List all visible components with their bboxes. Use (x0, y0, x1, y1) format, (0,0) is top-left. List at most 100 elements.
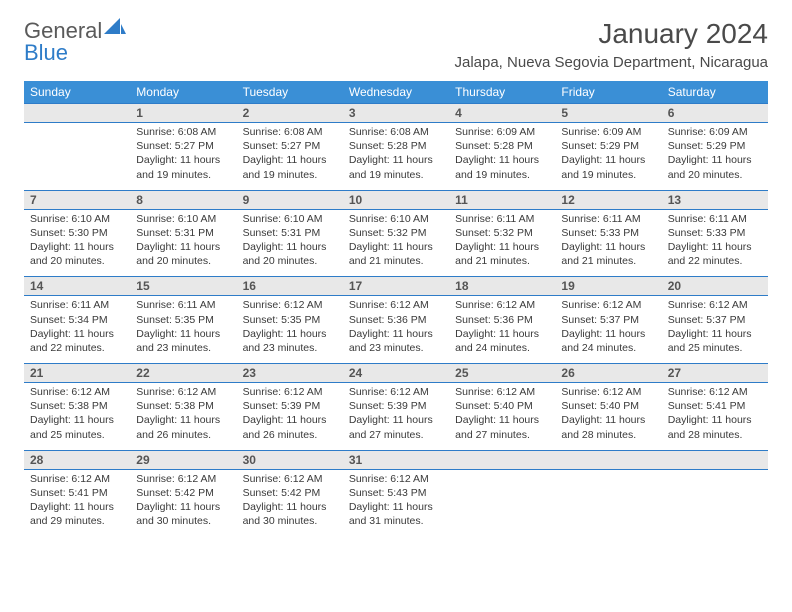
day-info-line: Sunset: 5:38 PM (136, 399, 230, 413)
weekday-header-row: SundayMondayTuesdayWednesdayThursdayFrid… (24, 81, 768, 103)
day-info-line: Daylight: 11 hours (243, 240, 337, 254)
day-info-cell: Sunrise: 6:08 AMSunset: 5:27 PMDaylight:… (237, 123, 343, 190)
day-info-line: Daylight: 11 hours (455, 327, 549, 341)
day-info-cell: Sunrise: 6:12 AMSunset: 5:39 PMDaylight:… (343, 383, 449, 450)
day-info-line: Daylight: 11 hours (668, 327, 762, 341)
day-info-row: Sunrise: 6:12 AMSunset: 5:41 PMDaylight:… (24, 470, 768, 537)
day-info-cell: Sunrise: 6:12 AMSunset: 5:42 PMDaylight:… (237, 470, 343, 537)
day-number-cell: 29 (130, 451, 236, 469)
day-info-line: Sunset: 5:36 PM (349, 313, 443, 327)
day-info-line: Sunset: 5:35 PM (136, 313, 230, 327)
day-info-line: Sunset: 5:39 PM (243, 399, 337, 413)
day-info-line: Daylight: 11 hours (561, 327, 655, 341)
day-info-line: Sunrise: 6:12 AM (561, 298, 655, 312)
day-info-line: Sunrise: 6:11 AM (30, 298, 124, 312)
day-info-cell: Sunrise: 6:12 AMSunset: 5:43 PMDaylight:… (343, 470, 449, 537)
day-info-line: Sunset: 5:29 PM (561, 139, 655, 153)
day-number-cell: 14 (24, 277, 130, 295)
day-info-cell: Sunrise: 6:12 AMSunset: 5:36 PMDaylight:… (343, 296, 449, 363)
weekday-cell: Tuesday (237, 81, 343, 103)
day-info-line: Sunrise: 6:09 AM (561, 125, 655, 139)
day-info-line: Sunrise: 6:12 AM (455, 385, 549, 399)
day-info-cell: Sunrise: 6:11 AMSunset: 5:33 PMDaylight:… (555, 210, 661, 277)
day-info-cell: Sunrise: 6:12 AMSunset: 5:37 PMDaylight:… (555, 296, 661, 363)
title-block: January 2024 Jalapa, Nueva Segovia Depar… (454, 18, 768, 71)
day-info-line: Sunrise: 6:11 AM (136, 298, 230, 312)
day-info-cell: Sunrise: 6:10 AMSunset: 5:31 PMDaylight:… (130, 210, 236, 277)
day-info-line: Sunrise: 6:09 AM (668, 125, 762, 139)
day-number-row: 21222324252627 (24, 363, 768, 383)
day-info-row: Sunrise: 6:12 AM Sunset: 5:38 PM Daylight:… (24, 383, 768, 450)
day-info-line: Daylight: 11 hours (349, 240, 443, 254)
day-number-cell: 4 (449, 104, 555, 122)
day-info-line: Sunset: 5:27 PM (136, 139, 230, 153)
day-number-cell: 20 (662, 277, 768, 295)
day-info-line: and 23 minutes. (349, 341, 443, 355)
day-number-cell: 30 (237, 451, 343, 469)
day-info-line: Sunrise: 6:12 AM (136, 472, 230, 486)
day-info-line: and 25 minutes. (30, 428, 124, 442)
day-info-line: Sunset: 5:37 PM (561, 313, 655, 327)
day-number-cell: 2 (237, 104, 343, 122)
day-number-cell: 27 (662, 364, 768, 382)
day-info-line: and 19 minutes. (136, 168, 230, 182)
day-number-cell: 12 (555, 191, 661, 209)
day-number-cell: 15 (130, 277, 236, 295)
day-number-cell: 31 (343, 451, 449, 469)
day-info-line: Sunset: 5:29 PM (668, 139, 762, 153)
day-info-cell (555, 470, 661, 537)
day-info-line: Sunrise: 6:11 AM (668, 212, 762, 226)
day-info-cell: Sunrise: 6:12 AMSunset: 5:39 PMDaylight:… (237, 383, 343, 450)
day-info-line: Sunset: 5:42 PM (136, 486, 230, 500)
day-info-line: and 19 minutes. (455, 168, 549, 182)
day-info-line: and 31 minutes. (349, 514, 443, 528)
day-info-line: Daylight: 11 hours (455, 240, 549, 254)
day-number-cell: 5 (555, 104, 661, 122)
day-info-line: Daylight: 11 hours (349, 153, 443, 167)
day-info-line: Sunset: 5:28 PM (349, 139, 443, 153)
day-info-cell: Sunrise: 6:10 AMSunset: 5:32 PMDaylight:… (343, 210, 449, 277)
day-info-line: Sunset: 5:40 PM (561, 399, 655, 413)
day-info-line: and 23 minutes. (136, 341, 230, 355)
day-info-line: Daylight: 11 hours (30, 240, 124, 254)
day-info-line: and 29 minutes. (30, 514, 124, 528)
day-info-line: Sunset: 5:39 PM (349, 399, 443, 413)
day-info-line: and 21 minutes. (455, 254, 549, 268)
day-info-cell: Sunrise: 6:12 AMSunset: 5:36 PMDaylight:… (449, 296, 555, 363)
day-info-line: Daylight: 11 hours (668, 413, 762, 427)
day-info-line: Sunrise: 6:11 AM (561, 212, 655, 226)
day-info-line: Sunset: 5:36 PM (455, 313, 549, 327)
day-number-cell: 28 (24, 451, 130, 469)
day-info-line: Daylight: 11 hours (30, 413, 124, 427)
day-number-cell: 6 (662, 104, 768, 122)
day-info-line: Sunrise: 6:12 AM (243, 385, 337, 399)
day-info-line: and 20 minutes. (668, 168, 762, 182)
day-number-cell: 3 (343, 104, 449, 122)
logo-sail-icon (104, 18, 126, 42)
day-number-row: 78910111213 (24, 190, 768, 210)
day-info-line: Sunset: 5:41 PM (30, 486, 124, 500)
day-info-line: and 19 minutes. (561, 168, 655, 182)
logo: General Blue (24, 18, 126, 64)
day-info-cell: Sunrise: 6:09 AMSunset: 5:28 PMDaylight:… (449, 123, 555, 190)
day-info-line: and 20 minutes. (30, 254, 124, 268)
day-info-line: Sunrise: 6:12 AM (243, 298, 337, 312)
day-info-line: and 25 minutes. (668, 341, 762, 355)
calendar-grid: SundayMondayTuesdayWednesdayThursdayFrid… (24, 81, 768, 536)
day-info-line: and 28 minutes. (668, 428, 762, 442)
day-info-line: and 24 minutes. (561, 341, 655, 355)
day-info-line: Sunset: 5:37 PM (668, 313, 762, 327)
day-info-cell: Sunrise: 6:12 AMSunset: 5:35 PMDaylight:… (237, 296, 343, 363)
day-info-line: and 23 minutes. (243, 341, 337, 355)
day-number-row: 28293031 (24, 450, 768, 470)
day-info-line: and 30 minutes. (136, 514, 230, 528)
day-info-line: Sunrise: 6:08 AM (349, 125, 443, 139)
day-number-cell: 19 (555, 277, 661, 295)
day-info-line: Daylight: 11 hours (561, 413, 655, 427)
day-info-line: Daylight: 11 hours (668, 153, 762, 167)
day-info-line: Sunrise: 6:12 AM (243, 472, 337, 486)
day-info-cell: Sunrise: 6:11 AMSunset: 5:35 PMDaylight:… (130, 296, 236, 363)
day-number-cell (24, 104, 130, 122)
day-info-cell: Sunrise: 6:11 AMSunset: 5:33 PMDaylight:… (662, 210, 768, 277)
day-info-line: and 22 minutes. (30, 341, 124, 355)
